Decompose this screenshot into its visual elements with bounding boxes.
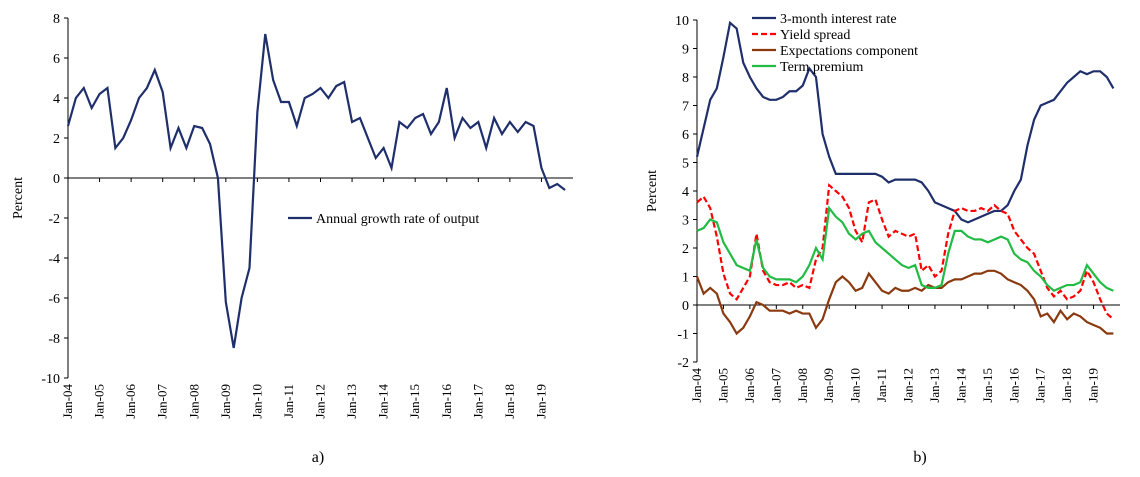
y-tick-label: -10 xyxy=(41,372,60,387)
x-tick-label: Jan-05 xyxy=(715,368,730,403)
y-tick-label: -6 xyxy=(48,292,60,307)
series-line xyxy=(695,20,1115,224)
x-tick-label: Jan-11 xyxy=(281,384,296,418)
x-tick-label: Jan-14 xyxy=(376,384,391,419)
x-tick-label: Jan-11 xyxy=(874,368,889,402)
y-axis-label: Percent xyxy=(645,170,660,212)
series-line xyxy=(66,33,566,349)
y-tick-label: 0 xyxy=(53,172,60,187)
y-tick-label: 4 xyxy=(682,185,689,200)
x-tick-label: Jan-17 xyxy=(1033,368,1048,403)
panel: -2 -1 0 1 2 3 4 5 6 7 8 9 10 Jan-04 Jan-05 Jan-06 Jan-07… xyxy=(645,12,1120,466)
panel: -10 -8 -6 -4 -2 0 2 4 6 8 Jan-04 Jan-05 Jan-06 Jan-07… xyxy=(11,12,573,466)
y-tick-label: -1 xyxy=(677,328,689,343)
y-tick-label: 10 xyxy=(675,14,689,29)
x-tick-label: Jan-18 xyxy=(1059,368,1074,403)
x-tick-label: Jan-09 xyxy=(218,384,233,419)
panel-caption: b) xyxy=(913,449,926,466)
y-tick-label: 7 xyxy=(682,100,689,115)
x-tick-label: Jan-19 xyxy=(1086,368,1101,403)
legend-label: 3-month interest rate xyxy=(780,12,897,27)
x-tick-label: Jan-16 xyxy=(1006,368,1021,403)
y-tick-label: 6 xyxy=(682,128,689,143)
legend-label: Term premium xyxy=(780,60,863,75)
y-tick-label: 8 xyxy=(53,12,60,27)
x-tick-label: Jan-10 xyxy=(249,384,264,419)
y-axis-label: Percent xyxy=(11,177,26,219)
x-tick-label: Jan-08 xyxy=(795,368,810,403)
x-tick-label: Jan-19 xyxy=(533,384,548,419)
y-tick-label: -8 xyxy=(48,332,60,347)
x-tick-label: Jan-13 xyxy=(927,368,942,403)
x-tick-label: Jan-04 xyxy=(689,368,704,403)
x-tick-label: Jan-14 xyxy=(953,368,968,403)
x-tick-label: Jan-06 xyxy=(742,368,757,403)
y-tick-label: 3 xyxy=(682,214,689,229)
x-tick-label: Jan-15 xyxy=(980,368,995,403)
y-tick-label: 1 xyxy=(682,271,689,286)
x-tick-label: Jan-17 xyxy=(470,384,485,419)
y-tick-label: 6 xyxy=(53,52,60,67)
x-tick-label: Jan-07 xyxy=(768,368,783,403)
legend-label: Yield spread xyxy=(780,28,850,43)
x-tick-label: Jan-07 xyxy=(155,384,170,419)
x-tick-label: Jan-06 xyxy=(123,384,138,419)
x-tick-label: Jan-05 xyxy=(92,384,107,419)
x-tick-label: Jan-09 xyxy=(821,368,836,403)
panel-caption: a) xyxy=(312,449,324,466)
series-line xyxy=(695,269,1114,336)
x-tick-label: Jan-04 xyxy=(60,384,75,419)
y-tick-label: 2 xyxy=(682,242,689,257)
x-tick-label: Jan-13 xyxy=(344,384,359,419)
y-tick-label: -4 xyxy=(48,252,60,267)
y-tick-label: 5 xyxy=(682,157,689,172)
y-tick-label: 0 xyxy=(682,299,689,314)
x-tick-label: Jan-08 xyxy=(186,384,201,419)
x-tick-label: Jan-18 xyxy=(502,384,517,419)
x-tick-label: Jan-12 xyxy=(313,384,328,419)
series-line xyxy=(696,205,1114,293)
y-tick-label: 9 xyxy=(682,43,689,58)
x-tick-label: Jan-16 xyxy=(439,384,454,419)
y-tick-label: 4 xyxy=(53,92,60,107)
x-tick-label: Jan-10 xyxy=(848,368,863,403)
x-tick-label: Jan-15 xyxy=(407,384,422,419)
legend-label: Expectations component xyxy=(780,44,918,59)
y-tick-label: -2 xyxy=(677,356,689,371)
y-tick-label: -2 xyxy=(48,212,60,227)
y-tick-label: 2 xyxy=(53,132,60,147)
legend-label: Annual growth rate of output xyxy=(316,212,479,227)
y-tick-label: 8 xyxy=(682,71,689,86)
x-tick-label: Jan-12 xyxy=(901,368,916,403)
